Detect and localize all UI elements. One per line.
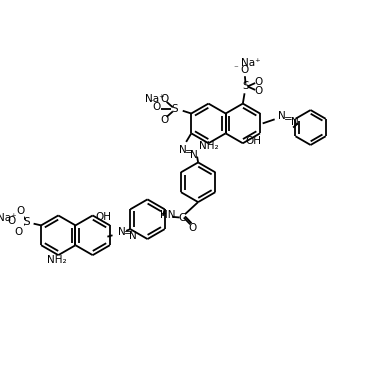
Text: S: S (172, 104, 178, 114)
Text: Na⁺: Na⁺ (0, 213, 17, 223)
Text: O: O (14, 227, 23, 237)
Text: OH: OH (96, 212, 112, 222)
Text: N: N (278, 111, 285, 121)
Text: N: N (118, 227, 126, 237)
Text: O: O (160, 94, 169, 104)
Text: Na⁺: Na⁺ (241, 58, 261, 68)
Text: N: N (129, 231, 137, 241)
Text: O: O (8, 216, 16, 226)
Text: =: = (184, 147, 193, 157)
Text: =: = (284, 114, 293, 124)
Text: C: C (178, 212, 186, 222)
Text: HN: HN (160, 210, 176, 220)
Text: O: O (254, 85, 263, 95)
Text: OH: OH (246, 136, 262, 146)
Text: N: N (291, 117, 298, 127)
Text: N: N (179, 145, 187, 155)
Text: N: N (190, 149, 198, 159)
Text: S: S (242, 81, 249, 91)
Text: NH₂: NH₂ (46, 255, 66, 265)
Text: O: O (241, 65, 249, 75)
Text: Na⁺: Na⁺ (145, 94, 165, 104)
Text: O: O (152, 102, 160, 112)
Text: O: O (16, 206, 25, 216)
Text: O: O (188, 223, 197, 233)
Text: ⁻: ⁻ (233, 64, 238, 73)
Text: O: O (254, 77, 263, 87)
Text: O: O (160, 115, 169, 125)
Text: S: S (23, 217, 30, 227)
Text: ⁻: ⁻ (149, 99, 153, 108)
Text: NH₂: NH₂ (199, 141, 218, 151)
Text: =: = (124, 229, 132, 239)
